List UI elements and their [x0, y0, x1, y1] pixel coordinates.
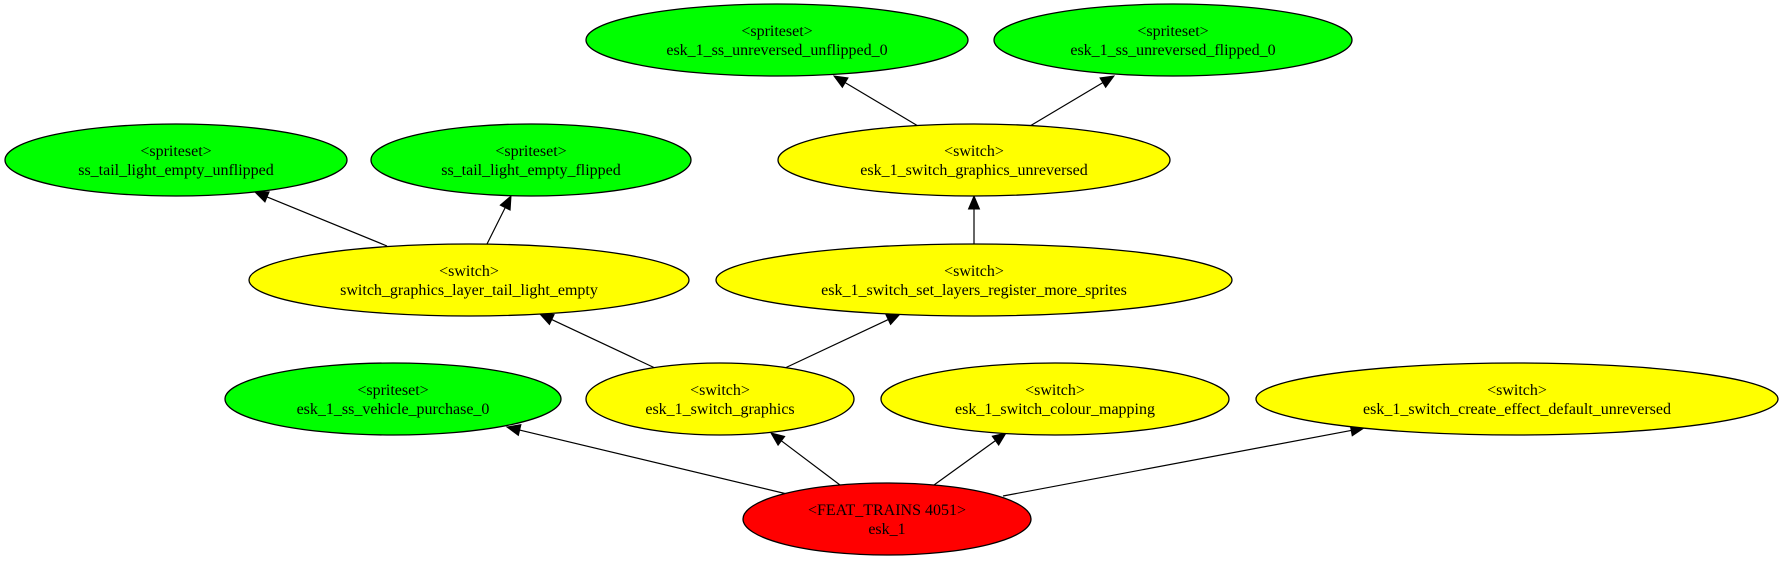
nodes-layer: <FEAT_TRAINS 4051> esk_1 <spriteset> esk_1_… [4, 3, 1779, 556]
node-sw-effect[interactable]: <switch> esk_1_switch_create_effect_defau… [1255, 362, 1779, 436]
spriteset-ellipse[interactable] [585, 3, 969, 77]
edge-sw_unreversed-to-ss_unrev_unflipped [832, 75, 919, 127]
edge-line [781, 440, 841, 486]
node-type-label: <spriteset> [1137, 23, 1208, 40]
edge-feat-to-purchase [505, 424, 788, 495]
switch-ellipse[interactable] [715, 243, 1233, 317]
node-name-label: ss_tail_light_empty_unflipped [78, 162, 274, 179]
edge-line [551, 318, 656, 369]
edge-line [519, 429, 788, 495]
node-ss-tail-unflipped[interactable]: <spriteset> ss_tail_light_empty_unflipped [4, 123, 348, 197]
spriteset-ellipse[interactable] [224, 362, 562, 436]
feat-ellipse[interactable] [742, 482, 1032, 556]
edge-line [1002, 429, 1352, 497]
arrowhead-icon [832, 75, 849, 89]
edge-sw_tail-to-ss_tail_unflipped [253, 191, 388, 247]
node-name-label: esk_1_ss_unreversed_flipped_0 [1070, 42, 1275, 59]
spriteset-ellipse[interactable] [993, 3, 1353, 77]
node-sw-graphics[interactable]: <switch> esk_1_switch_graphics [585, 362, 855, 436]
edge-sw_unreversed-to-ss_unrev_flipped [1029, 75, 1116, 127]
node-ss-unrev-flipped[interactable]: <spriteset> esk_1_ss_unreversed_flipped_0 [993, 3, 1353, 77]
node-name-label: esk_1_switch_colour_mapping [955, 401, 1155, 418]
node-name-label: esk_1_switch_graphics_unreversed [860, 162, 1088, 179]
node-name-label: esk_1_ss_vehicle_purchase_0 [297, 401, 490, 418]
node-type-label: <spriteset> [140, 143, 211, 160]
node-type-label: <spriteset> [357, 382, 428, 399]
node-name-label: esk_1 [868, 521, 905, 538]
switch-ellipse[interactable] [1255, 362, 1779, 436]
node-ss-tail-flipped[interactable]: <spriteset> ss_tail_light_empty_flipped [370, 123, 692, 197]
node-type-label: <switch> [944, 143, 1004, 160]
switch-ellipse[interactable] [880, 362, 1230, 436]
edge-line [844, 82, 919, 127]
node-type-label: <FEAT_TRAINS 4051> [808, 502, 966, 519]
arrowhead-icon [991, 432, 1008, 446]
spriteset-ellipse[interactable] [4, 123, 348, 197]
edge-sw_tail-to-ss_tail_flipped [486, 194, 512, 245]
arrowhead-icon [499, 194, 512, 211]
node-sw-colour[interactable]: <switch> esk_1_switch_colour_mapping [880, 362, 1230, 436]
node-sw-layers[interactable]: <switch> esk_1_switch_set_layers_register… [715, 243, 1233, 317]
arrowhead-icon [1099, 75, 1116, 89]
edge-sw_layers-to-sw_unreversed [967, 194, 981, 244]
switch-ellipse[interactable] [777, 123, 1171, 197]
edge-sw_graphics-to-sw_tail [538, 313, 656, 369]
node-type-label: <switch> [690, 382, 750, 399]
switch-ellipse[interactable] [248, 243, 690, 317]
edge-feat-to-sw_effect [1002, 424, 1366, 497]
edge-sw_graphics-to-sw_layers [784, 313, 902, 369]
edge-line [1029, 82, 1104, 127]
node-name-label: esk_1_switch_graphics [645, 401, 794, 418]
switch-ellipse[interactable] [585, 362, 855, 436]
node-type-label: <switch> [944, 263, 1004, 280]
node-feat[interactable]: <FEAT_TRAINS 4051> esk_1 [742, 482, 1032, 556]
node-name-label: switch_graphics_layer_tail_light_empty [340, 282, 598, 299]
arrowhead-icon [967, 194, 981, 210]
node-type-label: <spriteset> [741, 23, 812, 40]
node-ss-unrev-unflipped[interactable]: <spriteset> esk_1_ss_unreversed_unflipped… [585, 3, 969, 77]
node-type-label: <spriteset> [495, 143, 566, 160]
arrowhead-icon [538, 313, 555, 326]
node-sw-unreversed[interactable]: <switch> esk_1_switch_graphics_unreversed [777, 123, 1171, 197]
node-name-label: esk_1_ss_unreversed_unflipped_0 [666, 42, 887, 59]
node-name-label: esk_1_switch_create_effect_default_unrev… [1363, 401, 1671, 418]
edge-line [784, 318, 889, 369]
edge-line [486, 207, 506, 245]
edge-feat-to-sw_colour [933, 432, 1008, 486]
node-purchase[interactable]: <spriteset> esk_1_ss_vehicle_purchase_0 [224, 362, 562, 436]
edge-line [266, 196, 388, 247]
arrowhead-icon [769, 432, 786, 447]
edge-feat-to-sw_graphics [769, 432, 841, 486]
arrowhead-icon [253, 191, 270, 203]
node-name-label: ss_tail_light_empty_flipped [441, 162, 621, 179]
arrowhead-icon [505, 424, 522, 437]
node-name-label: esk_1_switch_set_layers_register_more_sp… [821, 282, 1127, 299]
node-type-label: <switch> [1025, 382, 1085, 399]
edge-line [933, 440, 996, 486]
arrowhead-icon [885, 313, 902, 326]
spriteset-ellipse[interactable] [370, 123, 692, 197]
node-sw-tail[interactable]: <switch> switch_graphics_layer_tail_light… [248, 243, 690, 317]
node-type-label: <switch> [439, 263, 499, 280]
node-type-label: <switch> [1487, 382, 1547, 399]
